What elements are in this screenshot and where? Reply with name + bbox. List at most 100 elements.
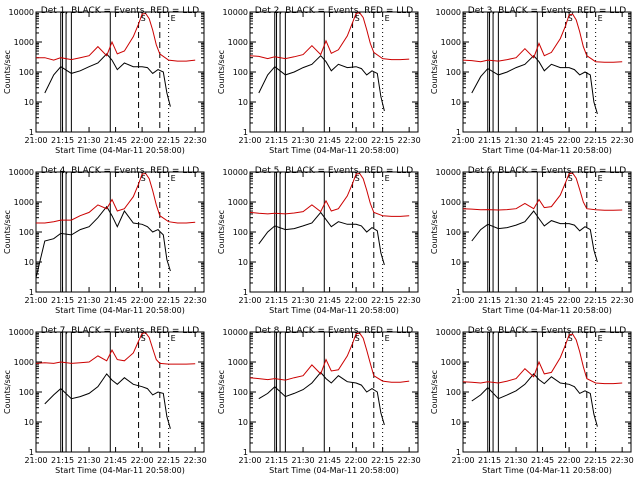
x-tick-label: 22:15 — [371, 296, 394, 305]
y-tick-label: 10 — [238, 258, 248, 267]
x-tick-label: 22:00 — [558, 456, 581, 465]
y-tick-label: 10 — [451, 258, 461, 267]
x-tick-label: 21:00 — [238, 456, 261, 465]
y-tick-label: 1000 — [441, 198, 461, 207]
y-tick-label: 100 — [233, 228, 248, 237]
x-tick-label: 21:15 — [478, 456, 501, 465]
x-tick-label: 21:30 — [505, 456, 528, 465]
x-tick-label: 22:30 — [184, 456, 207, 465]
x-tick-label: 22:30 — [611, 136, 634, 145]
y-tick-label: 10 — [24, 258, 34, 267]
x-tick-label: 21:30 — [292, 136, 315, 145]
panel-title: Det 6, BLACK = Events, RED = LLD — [468, 166, 627, 176]
flare-start-label: S — [141, 14, 146, 23]
x-axis-title: Start Time (04-Mar-11 20:58:00) — [269, 306, 399, 315]
y-tick-label: 1 — [29, 128, 34, 137]
y-tick-label: 100 — [19, 68, 34, 77]
y-axis-title: Counts/sec — [217, 210, 226, 254]
y-tick-label: 1000 — [441, 358, 461, 367]
x-tick-label: 22:15 — [584, 456, 607, 465]
y-tick-label: 10000 — [223, 8, 248, 17]
detector-panel-3: 21:00 21:15 21:30 21:45 22:00 22:15 22:30 1 10 10… — [430, 6, 634, 155]
x-tick-label: 21:45 — [104, 296, 127, 305]
x-tick-label: 21:00 — [238, 296, 261, 305]
y-tick-label: 1 — [243, 448, 248, 457]
y-tick-label: 10000 — [436, 8, 461, 17]
flare-end-label: E — [385, 174, 390, 183]
detector-panel-2: 21:00 21:15 21:30 21:45 22:00 22:15 22:30 1 10 10… — [217, 6, 421, 155]
y-tick-label: 10000 — [436, 328, 461, 337]
y-tick-label: 100 — [446, 388, 461, 397]
y-tick-label: 10 — [451, 418, 461, 427]
x-tick-label: 22:30 — [611, 296, 634, 305]
flare-start-label: S — [568, 14, 573, 23]
events-series-line — [471, 54, 598, 115]
lld-series-line — [462, 172, 623, 211]
flare-end-label: E — [598, 334, 603, 343]
x-tick-label: 22:30 — [398, 456, 421, 465]
y-tick-label: 1 — [456, 128, 461, 137]
y-tick-label: 100 — [233, 388, 248, 397]
flare-end-label: E — [171, 174, 176, 183]
lld-series-line — [36, 172, 196, 224]
flare-end-label: E — [385, 14, 390, 23]
x-tick-label: 22:00 — [345, 296, 368, 305]
y-tick-label: 10000 — [223, 328, 248, 337]
x-tick-label: 21:00 — [24, 296, 47, 305]
x-tick-label: 21:00 — [451, 456, 474, 465]
x-axis-title: Start Time (04-Mar-11 20:58:00) — [55, 466, 185, 475]
y-tick-label: 100 — [233, 68, 248, 77]
flare-end-label: E — [171, 334, 176, 343]
detector-panel-9: 21:00 21:15 21:30 21:45 22:00 22:15 22:30 1 10 10… — [430, 326, 634, 475]
x-axis-title: Start Time (04-Mar-11 20:58:00) — [269, 466, 399, 475]
flare-start-label: S — [355, 174, 360, 183]
x-tick-label: 22:00 — [558, 136, 581, 145]
x-tick-label: 21:45 — [104, 136, 127, 145]
x-tick-label: 21:30 — [505, 296, 528, 305]
flare-start-label: S — [355, 334, 360, 343]
y-tick-label: 1000 — [441, 38, 461, 47]
x-tick-label: 21:45 — [104, 456, 127, 465]
y-tick-label: 10 — [238, 418, 248, 427]
y-tick-label: 10000 — [9, 328, 34, 337]
lld-series-line — [36, 12, 196, 62]
flare-start-label: S — [141, 174, 146, 183]
y-tick-label: 10000 — [223, 168, 248, 177]
y-tick-label: 1000 — [228, 358, 248, 367]
x-tick-label: 22:30 — [611, 456, 634, 465]
x-tick-label: 21:15 — [478, 296, 501, 305]
x-tick-label: 21:30 — [292, 296, 315, 305]
x-tick-label: 22:30 — [398, 296, 421, 305]
y-axis-title: Counts/sec — [3, 370, 12, 414]
x-tick-label: 21:45 — [531, 296, 554, 305]
lld-series-line — [249, 332, 410, 383]
panel-title: Det 3, BLACK = Events, RED = LLD — [468, 6, 627, 16]
x-tick-label: 21:45 — [318, 296, 341, 305]
x-tick-label: 21:30 — [78, 136, 101, 145]
detector-panel-1: 21:00 21:15 21:30 21:45 22:00 22:15 22:30 1 10 10… — [3, 6, 207, 155]
x-tick-label: 21:45 — [531, 136, 554, 145]
x-tick-label: 21:00 — [24, 136, 47, 145]
x-tick-label: 21:30 — [292, 456, 315, 465]
detector-panel-7: 21:00 21:15 21:30 21:45 22:00 22:15 22:30 1 10 10… — [3, 326, 207, 475]
y-axis-title: Counts/sec — [217, 370, 226, 414]
y-tick-label: 1 — [456, 288, 461, 297]
detector-panel-8: 21:00 21:15 21:30 21:45 22:00 22:15 22:30 1 10 10… — [217, 326, 421, 475]
x-tick-label: 22:00 — [131, 296, 154, 305]
x-tick-label: 21:45 — [318, 456, 341, 465]
x-tick-label: 22:30 — [398, 136, 421, 145]
x-tick-label: 21:15 — [478, 136, 501, 145]
x-tick-label: 21:00 — [451, 136, 474, 145]
x-tick-label: 21:15 — [51, 136, 74, 145]
x-tick-label: 22:00 — [345, 136, 368, 145]
events-series-line — [35, 205, 171, 278]
y-tick-label: 1 — [29, 448, 34, 457]
lld-series-line — [249, 12, 410, 61]
y-axis-title: Counts/sec — [430, 210, 439, 254]
flare-end-label: E — [598, 174, 603, 183]
x-tick-label: 21:00 — [451, 296, 474, 305]
y-tick-label: 1000 — [14, 38, 34, 47]
y-tick-label: 1 — [456, 448, 461, 457]
y-axis-title: Counts/sec — [217, 50, 226, 94]
y-tick-label: 10000 — [9, 8, 34, 17]
